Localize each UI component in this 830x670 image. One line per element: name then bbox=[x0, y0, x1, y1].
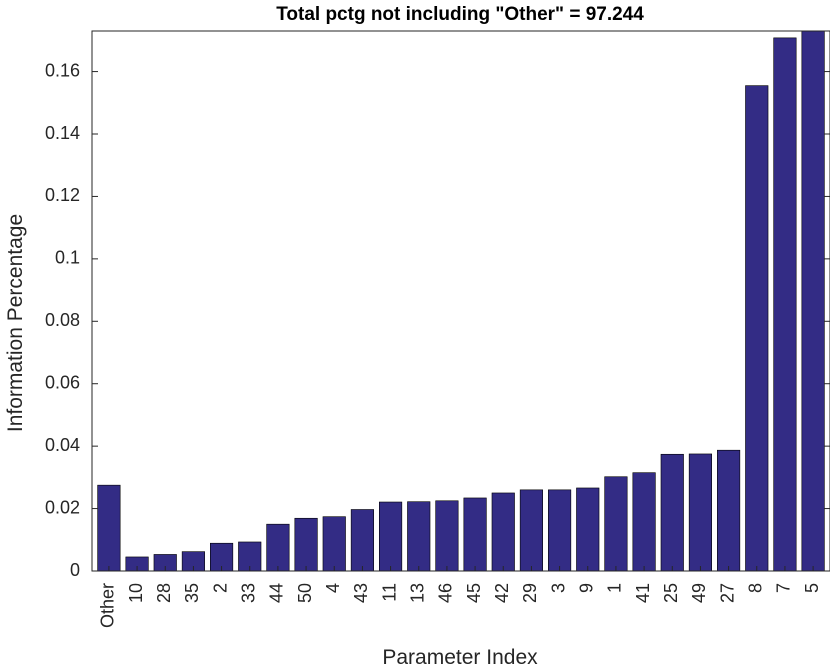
y-tick-label: 0.1 bbox=[55, 248, 80, 268]
bar-42 bbox=[491, 492, 515, 572]
bar-41 bbox=[632, 472, 656, 572]
y-tick-label: 0.04 bbox=[45, 435, 80, 455]
bar-29 bbox=[519, 489, 543, 572]
bar-8 bbox=[745, 85, 769, 572]
x-tick-label: 13 bbox=[407, 583, 427, 603]
bar-1 bbox=[604, 476, 628, 572]
x-tick-label: 10 bbox=[126, 583, 146, 603]
x-tick-label: 7 bbox=[774, 583, 794, 593]
x-tick-label: 11 bbox=[379, 583, 399, 602]
x-tick-label: 28 bbox=[154, 583, 174, 603]
x-tick-label: 44 bbox=[267, 583, 287, 603]
y-tick-label: 0.12 bbox=[45, 185, 80, 205]
bar-7 bbox=[773, 37, 797, 572]
bar-9 bbox=[576, 487, 600, 572]
x-tick-label: 46 bbox=[436, 583, 456, 603]
x-tick-label: 33 bbox=[238, 583, 258, 603]
x-axis-label: Parameter Index bbox=[382, 646, 538, 669]
x-tick-label: 50 bbox=[295, 583, 315, 603]
bar-44 bbox=[266, 523, 290, 572]
y-tick-label: 0.06 bbox=[45, 372, 80, 392]
bar-Other bbox=[97, 484, 121, 572]
x-tick-label: 49 bbox=[689, 583, 709, 603]
bar-43 bbox=[350, 509, 374, 572]
bars-group bbox=[97, 30, 825, 572]
x-tick-label: 45 bbox=[464, 583, 484, 603]
bar-46 bbox=[435, 500, 459, 572]
y-tick-label: 0.08 bbox=[45, 310, 80, 330]
x-tick-label: 43 bbox=[351, 583, 371, 603]
bar-49 bbox=[688, 453, 712, 572]
chart-title: Total pctg not including "Other" = 97.24… bbox=[276, 4, 644, 25]
bar-11 bbox=[379, 501, 403, 572]
x-tick-label: 41 bbox=[633, 583, 653, 603]
x-tick-label: 4 bbox=[323, 583, 343, 593]
y-ticks-group: 0 0.02 0.04 0.06 0.08 0.1 0.12 0.14 0.16 bbox=[45, 60, 830, 580]
x-tick-label: 29 bbox=[520, 583, 540, 603]
y-tick-label: 0.14 bbox=[45, 123, 80, 143]
bar-45 bbox=[463, 497, 487, 572]
x-tick-label: 35 bbox=[182, 583, 202, 603]
x-tick-label: Other bbox=[98, 583, 118, 628]
x-tick-label: 27 bbox=[717, 583, 737, 603]
x-tick-label: 25 bbox=[661, 583, 681, 603]
x-tick-label: 1 bbox=[605, 583, 625, 593]
bar-50 bbox=[294, 517, 318, 572]
bar-25 bbox=[660, 453, 684, 572]
x-tick-label: 2 bbox=[210, 583, 230, 593]
x-tick-label: 9 bbox=[577, 583, 597, 593]
y-tick-label: 0.16 bbox=[45, 60, 80, 80]
x-tick-label: 3 bbox=[548, 583, 568, 593]
y-axis-label: Information Percentage bbox=[4, 214, 27, 432]
x-tick-label: 8 bbox=[746, 583, 766, 593]
bar-3 bbox=[548, 489, 572, 572]
x-tick-label: 42 bbox=[492, 583, 512, 603]
y-tick-label: 0 bbox=[70, 560, 80, 580]
bar-13 bbox=[407, 501, 431, 572]
y-tick-label: 0.02 bbox=[45, 497, 80, 517]
bar-4 bbox=[322, 516, 346, 572]
plot-frame bbox=[91, 30, 830, 572]
bar-5 bbox=[801, 30, 825, 572]
x-tick-label: 5 bbox=[802, 583, 822, 593]
bar-27 bbox=[717, 449, 741, 572]
x-ticks-group: Other 10 28 35 2 33 44 50 4 43 11 13 46 45 42 29 3 9 1 41 25… bbox=[98, 566, 822, 628]
